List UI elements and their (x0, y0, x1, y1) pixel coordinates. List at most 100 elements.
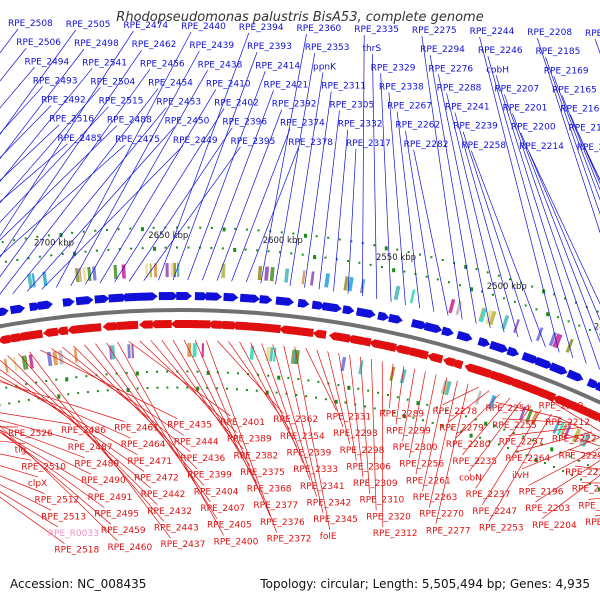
gene-label[interactable]: RPE_2300 (393, 443, 438, 453)
gene-label[interactable]: RPE_2439 (189, 41, 234, 51)
gene-label[interactable]: RPE_2165 (552, 85, 597, 95)
gene-label[interactable]: RPE_2518 (54, 546, 99, 556)
gene-label[interactable]: RPE_2401 (220, 418, 265, 428)
gene-label[interactable]: RPE_2342 (306, 498, 351, 508)
gene-label[interactable]: RPE_2229 (558, 451, 600, 461)
gene-label[interactable]: RPE_2204 (532, 521, 577, 531)
gene-label[interactable]: RPE_2443 (154, 523, 199, 533)
gene-label[interactable]: RPE_2512 (35, 496, 80, 506)
gene-label[interactable]: RPE_R0033 (48, 529, 99, 539)
gene-label[interactable]: RPE_2233 (572, 485, 600, 495)
gene-label[interactable]: clpX (28, 479, 47, 489)
gene-label[interactable]: RPE_2462 (132, 40, 177, 50)
gene-label[interactable]: RPE_2169 (544, 66, 589, 76)
gene-label[interactable]: RPE_2329 (371, 63, 416, 73)
gene-label[interactable]: RPE_2310 (360, 496, 405, 506)
gene-label[interactable]: RPE_2203 (525, 504, 570, 514)
gene-label[interactable]: RPE_2407 (200, 504, 245, 514)
gene-label[interactable]: RPE_2299 (386, 426, 431, 436)
gene-label[interactable]: RPE_2491 (88, 493, 133, 503)
gene-label[interactable]: RPE_2374 (280, 119, 325, 129)
gene-label[interactable]: RPE_2200 (511, 123, 556, 133)
gene-label[interactable]: RPE_2360 (297, 24, 342, 34)
gene-label[interactable]: RPE_2280 (446, 440, 491, 450)
gene-label[interactable]: RPE_2282 (404, 140, 449, 150)
gene-label[interactable]: RPE_2212 (545, 418, 590, 428)
gene-label[interactable]: RPE_2263 (413, 493, 458, 503)
gene-label[interactable]: RPE_2289 (379, 410, 424, 420)
gene-label[interactable]: RPE_2400 (214, 537, 259, 547)
gene-label[interactable]: RPE_2185 (536, 47, 581, 57)
gene-label[interactable]: RPE_2257 (499, 437, 544, 447)
gene-label[interactable]: RPE_2474 (123, 21, 168, 31)
gene-label[interactable]: RPE_2196 (519, 487, 564, 497)
gene-label[interactable]: RPE_2377 (253, 501, 298, 511)
gene-label[interactable]: RPE_2490 (81, 476, 126, 486)
gene-label[interactable]: RPE_2345 (313, 515, 358, 525)
gene-label[interactable]: RPE_2461 (114, 423, 159, 433)
gene-label[interactable]: RPE_2339 (287, 449, 332, 459)
gene-label[interactable]: RPE_2510 (21, 462, 66, 472)
gene-label[interactable]: RPE_2442 (141, 490, 186, 500)
gene-label[interactable]: RPE_2288 (437, 83, 482, 93)
gene-label[interactable]: RPE_2207 (494, 84, 539, 94)
gene-label[interactable]: RPE_2261 (406, 476, 451, 486)
gene-label[interactable]: RPE_2276 (428, 64, 473, 74)
gene-label[interactable]: RPE_2201 (503, 104, 548, 114)
gene-label[interactable]: RPE_2389 (227, 435, 272, 445)
gene-label[interactable]: RPE_2495 (94, 510, 139, 520)
gene-label[interactable]: RPE_2247 (472, 507, 517, 517)
gene-label[interactable]: RPE_2267 (387, 102, 432, 112)
gene-label[interactable]: RPE_2305 (329, 101, 374, 111)
gene-label[interactable]: RPE_2238 (585, 518, 600, 528)
gene-label[interactable]: RPE_2368 (247, 485, 292, 495)
gene-label[interactable]: RPE_2275 (412, 26, 457, 36)
gene-label[interactable]: RPE_2438 (198, 60, 243, 70)
gene-label[interactable]: RPE_2436 (180, 454, 225, 464)
gene-label[interactable]: RPE_2399 (187, 471, 232, 481)
gene-label[interactable]: RPE_2353 (305, 43, 350, 53)
gene-label[interactable]: RPE_2487 (68, 443, 113, 453)
gene-label[interactable]: RPE_2505 (66, 20, 111, 30)
gene-label[interactable]: RPE_2432 (147, 507, 192, 517)
gene-label[interactable]: RPE_2331 (326, 412, 371, 422)
gene-label[interactable]: RPE_2475 (115, 135, 160, 145)
gene-label[interactable]: RPE_2277 (426, 526, 471, 536)
gene-label[interactable]: RPE_2256 (399, 460, 444, 470)
gene-label[interactable]: RPE_2172 (569, 124, 600, 134)
gene-label[interactable]: RPE_2335 (354, 25, 399, 35)
gene-label[interactable]: RPE_2241 (445, 103, 490, 113)
gene-label[interactable]: ilvH (512, 471, 529, 481)
gene-label[interactable]: RPE_2437 (161, 540, 206, 550)
gene-label[interactable]: RPE_2498 (74, 39, 119, 49)
gene-label[interactable]: RPE_2278 (432, 407, 477, 417)
gene-label[interactable]: ppnK (313, 62, 337, 72)
gene-label[interactable]: RPE_2293 (333, 429, 378, 439)
gene-label[interactable]: RPE_2167 (560, 105, 600, 115)
gene-label[interactable]: RPE_2508 (8, 19, 53, 29)
gene-label[interactable]: RPE_2486 (61, 426, 106, 436)
gene-label[interactable]: RPE_2396 (222, 118, 267, 128)
gene-label[interactable]: RPE_2459 (101, 526, 146, 536)
gene-label[interactable]: RPE_2239 (453, 122, 498, 132)
gene-label[interactable]: cobH (486, 65, 509, 75)
gene-label[interactable]: RPE_2237 (466, 490, 511, 500)
gene-label[interactable]: RPE_2471 (127, 457, 172, 467)
gene-label[interactable]: RPE_2513 (41, 512, 86, 522)
gene-label[interactable]: RPE_2214 (519, 142, 564, 152)
gene-label[interactable]: RPE_2493 (33, 76, 78, 86)
gene-label[interactable]: RPE_2395 (231, 137, 276, 147)
gene-label[interactable]: RPE_2294 (420, 45, 465, 55)
gene-label[interactable]: RPE_2450 (165, 117, 210, 127)
gene-label[interactable]: RPE_2362 (273, 415, 318, 425)
gene-label[interactable]: RPE_2244 (470, 27, 515, 37)
gene-label[interactable]: RPE_2460 (107, 543, 152, 553)
gene-label[interactable]: RPE_2209 (539, 401, 584, 411)
gene-label[interactable]: RPE_2262 (395, 121, 440, 131)
gene-label[interactable]: RPE_2309 (353, 479, 398, 489)
gene-label[interactable]: RPE_2444 (174, 437, 219, 447)
gene-label[interactable]: RPE_2298 (340, 446, 385, 456)
gene-label[interactable]: RPE_2506 (16, 38, 61, 48)
gene-label[interactable]: RPE_2421 (264, 80, 309, 90)
gene-label[interactable]: RPE_2414 (255, 61, 300, 71)
